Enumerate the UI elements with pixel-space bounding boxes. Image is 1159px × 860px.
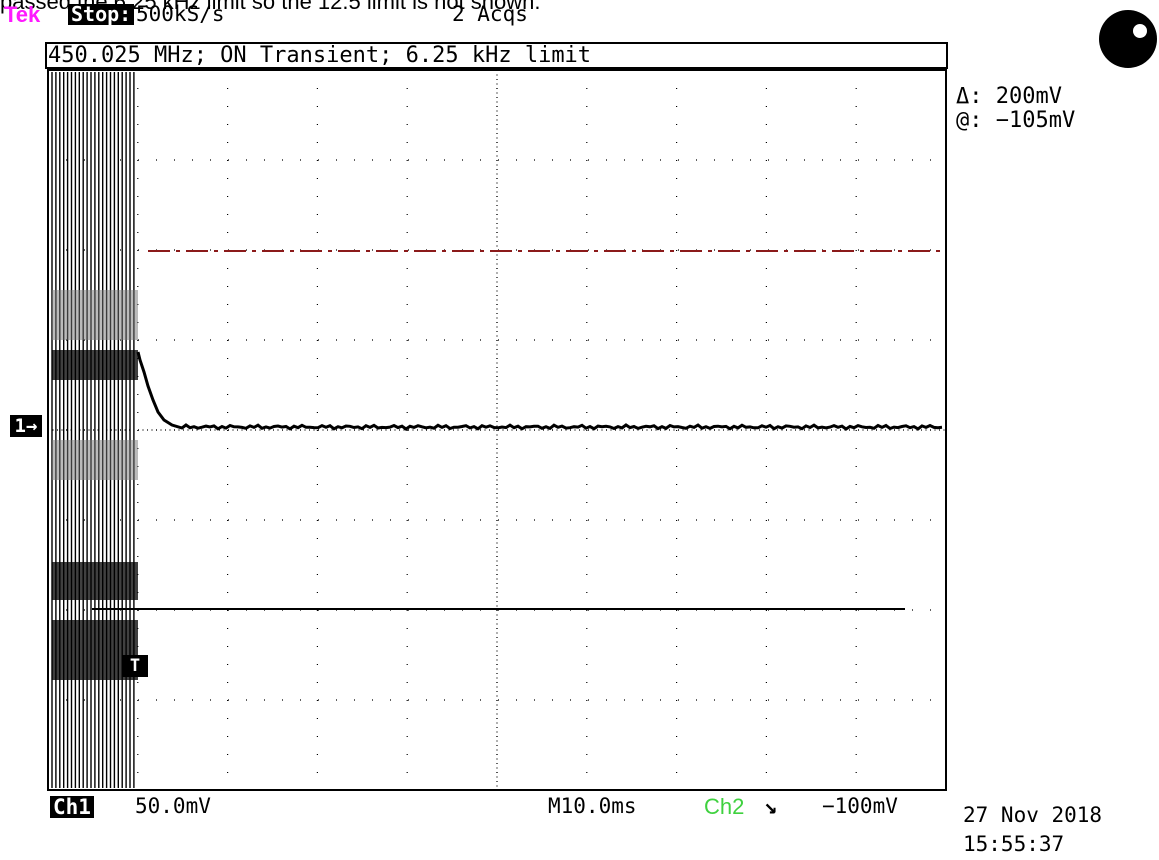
timebase-readout: M10.0ms (548, 794, 637, 818)
burst-band (52, 290, 138, 340)
caption-text: passed the 6.25 kHz limit so the 12.5 li… (0, 0, 541, 14)
trigger-level-readout: −100mV (822, 794, 898, 818)
signal-burst (51, 72, 138, 788)
time-readout: 15:55:37 (963, 832, 1065, 856)
general-purpose-knob-icon[interactable] (1099, 10, 1157, 68)
channel1-ground-marker: 1→ (10, 415, 42, 437)
burst-band (52, 440, 138, 480)
burst-band (52, 350, 138, 380)
title-bar: 450.025 MHz; ON Transient; 6.25 kHz limi… (48, 43, 592, 68)
burst-band (52, 562, 138, 600)
run-state-badge: Stop: (68, 4, 135, 25)
ch1-badge: Ch1 (50, 796, 94, 818)
acquisitions-readout: 2 Acqs (452, 2, 528, 26)
brand-label: Tek (4, 2, 41, 27)
knob-highlight-icon (1133, 24, 1147, 38)
sample-rate-readout: 500kS/s (136, 2, 225, 26)
graticule (47, 69, 947, 791)
cursor-position-readout: @: −105mV (956, 108, 1076, 133)
trigger-slope-icon: ↘ (764, 794, 778, 819)
title-box (45, 42, 948, 69)
trigger-source-label: Ch2 (704, 794, 745, 819)
ch1-trace (136, 351, 943, 431)
ch1-scale-readout: 50.0mV (135, 794, 211, 818)
date-readout: 27 Nov 2018 (963, 803, 1103, 827)
trigger-marker: T (122, 655, 148, 677)
cursor-delta-readout: Δ: 200mV (956, 84, 1062, 109)
